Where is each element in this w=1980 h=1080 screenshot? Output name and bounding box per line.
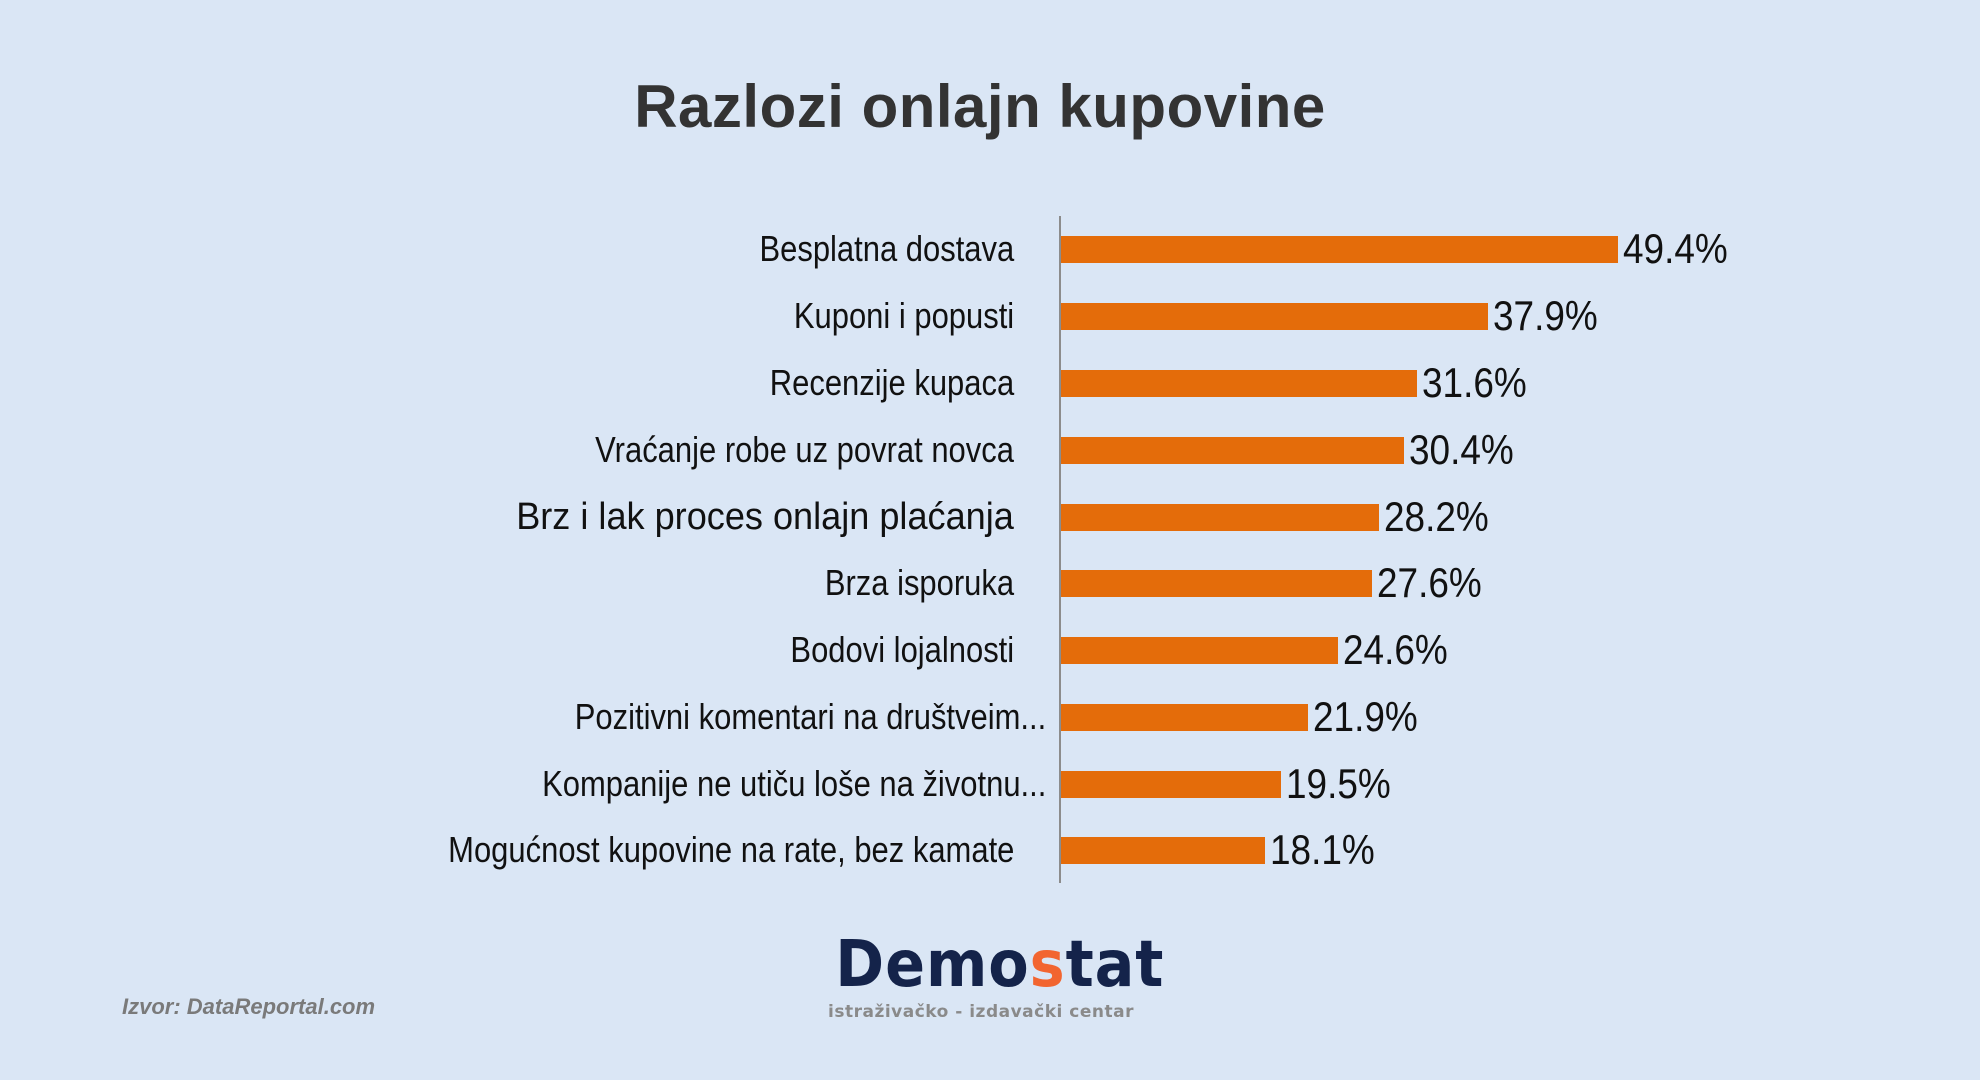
bar bbox=[1061, 437, 1404, 464]
bar-row: Vraćanje robe uz povrat novca 30.4% bbox=[0, 426, 1980, 473]
bar-row: Brz i lak proces onlajn plaćanja 28.2% bbox=[0, 493, 1980, 540]
value-label: 19.5% bbox=[1286, 760, 1391, 807]
category-label: Mogućnost kupovine na rate, bez kamate bbox=[447, 829, 1014, 870]
value-label: 27.6% bbox=[1377, 559, 1482, 606]
chart-title: Razlozi onlajn kupovine bbox=[634, 73, 1326, 140]
bar bbox=[1061, 771, 1281, 798]
bar-row: Bodovi lojalnosti 24.6% bbox=[0, 626, 1980, 673]
category-label: Kuponi i popusti bbox=[793, 295, 1014, 336]
bar bbox=[1061, 704, 1308, 731]
bar bbox=[1061, 837, 1265, 864]
logo-subtitle: istraživačko - izdavački centar bbox=[828, 1002, 1134, 1022]
bar bbox=[1061, 504, 1379, 531]
bar bbox=[1061, 370, 1417, 397]
bar bbox=[1061, 236, 1618, 263]
bar-row: Besplatna dostava 49.4% bbox=[0, 225, 1980, 272]
category-label: Brz i lak proces onlajn plaćanja bbox=[516, 496, 1014, 538]
category-label: Pozitivni komentari na društveim... bbox=[574, 696, 1046, 737]
bar-row: Pozitivni komentari na društveim... 21.9… bbox=[0, 693, 1980, 740]
value-label: 24.6% bbox=[1343, 626, 1448, 673]
bar bbox=[1061, 303, 1488, 330]
category-label: Besplatna dostava bbox=[759, 228, 1014, 269]
value-label: 28.2% bbox=[1384, 493, 1489, 540]
logo-text-part: tat bbox=[1065, 928, 1165, 1002]
value-label: 49.4% bbox=[1623, 225, 1728, 272]
category-label: Recenzije kupaca bbox=[769, 362, 1014, 403]
bar-row: Kompanije ne utiču loše na životnu... 19… bbox=[0, 760, 1980, 807]
category-label: Vraćanje robe uz povrat novca bbox=[595, 429, 1014, 470]
logo-text-accent: s bbox=[1029, 928, 1066, 1002]
bar-row: Brza isporuka 27.6% bbox=[0, 559, 1980, 606]
bar-row: Recenzije kupaca 31.6% bbox=[0, 359, 1980, 406]
category-label: Brza isporuka bbox=[824, 562, 1014, 603]
source-note: Izvor: DataReportal.com bbox=[122, 994, 376, 1019]
value-label: 30.4% bbox=[1409, 426, 1514, 473]
value-label: 31.6% bbox=[1422, 359, 1527, 406]
category-label: Bodovi lojalnosti bbox=[790, 629, 1014, 670]
bar-row: Kuponi i popusti 37.9% bbox=[0, 292, 1980, 339]
value-label: 21.9% bbox=[1313, 693, 1418, 740]
bar bbox=[1061, 570, 1372, 597]
bar bbox=[1061, 637, 1338, 664]
value-label: 37.9% bbox=[1493, 292, 1598, 339]
logo-wordmark: Demostat bbox=[835, 930, 1164, 1000]
value-label: 18.1% bbox=[1270, 826, 1375, 873]
bar-row: Mogućnost kupovine na rate, bez kamate 1… bbox=[0, 826, 1980, 873]
logo-text-part: Demo bbox=[835, 928, 1030, 1002]
demostat-logo: Demostat istraživačko - izdavački centar bbox=[821, 930, 1163, 1022]
category-label: Kompanije ne utiču loše na životnu... bbox=[541, 763, 1046, 804]
category-axis-line bbox=[1059, 216, 1061, 883]
